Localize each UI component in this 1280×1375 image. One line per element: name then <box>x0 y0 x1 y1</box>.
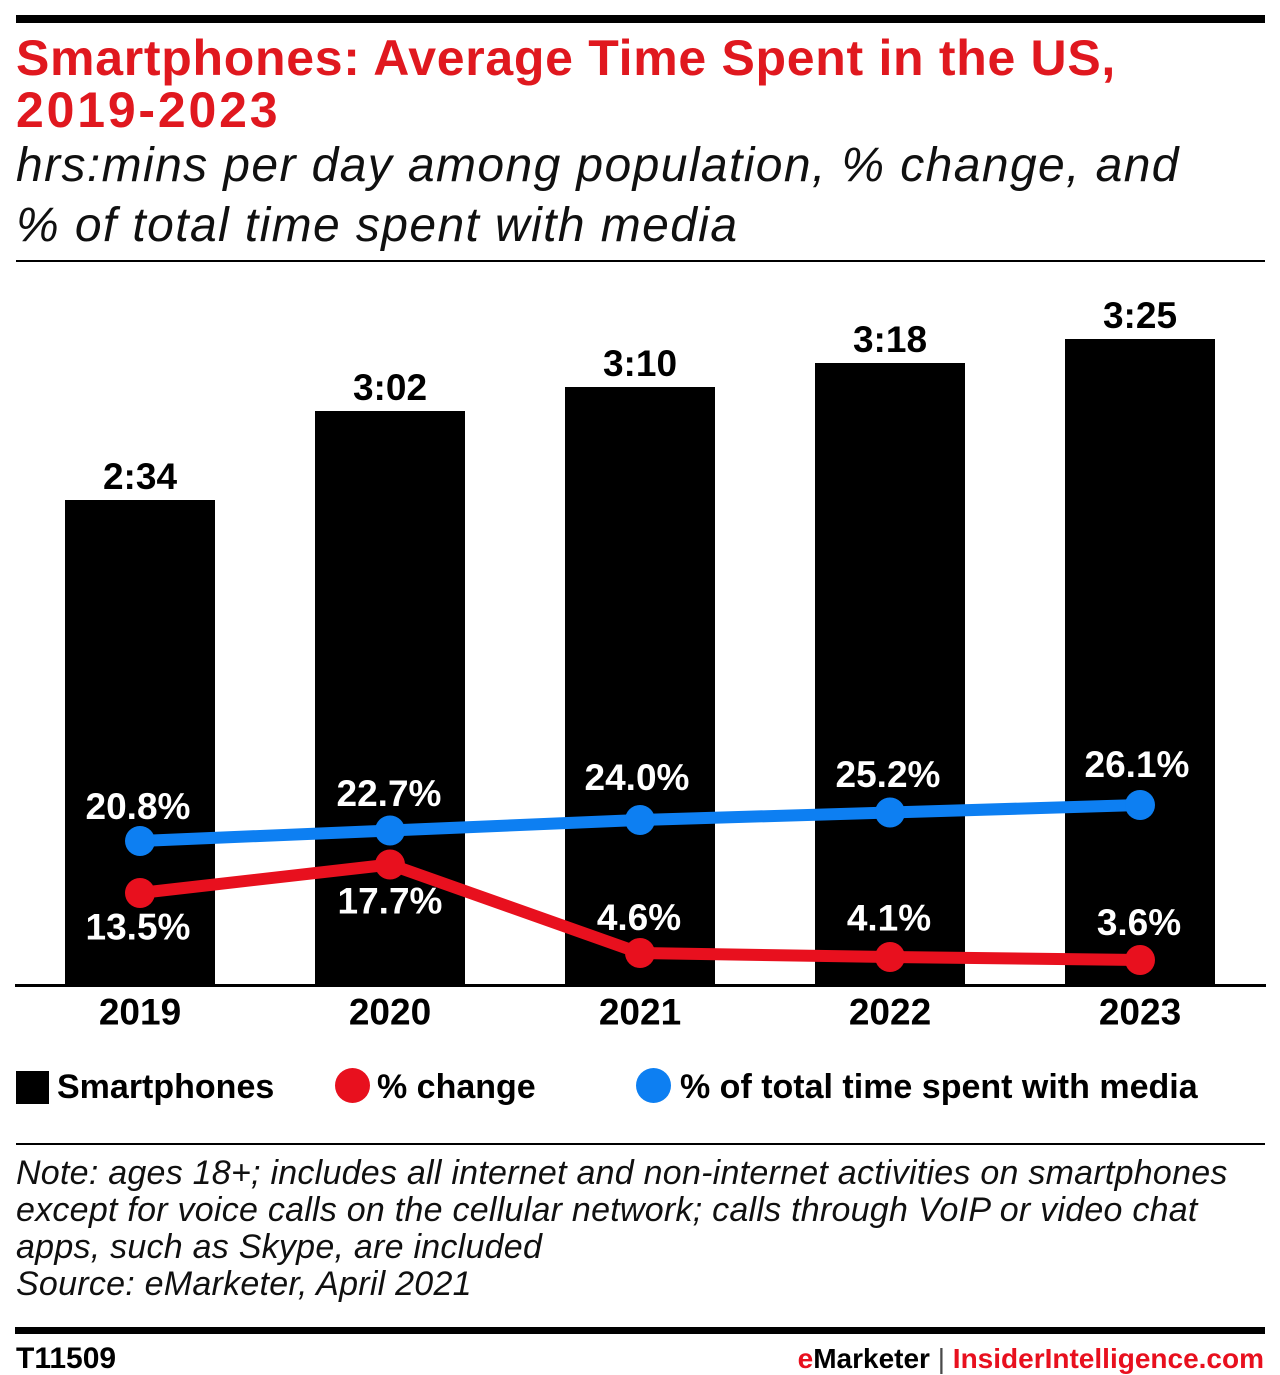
svg-text:4.1%: 4.1% <box>847 898 931 939</box>
svg-text:2023: 2023 <box>1099 992 1181 1033</box>
svg-text:17.7%: 17.7% <box>338 881 443 922</box>
svg-text:2021: 2021 <box>599 992 681 1033</box>
svg-text:13.5%: 13.5% <box>86 907 191 948</box>
svg-text:3:02: 3:02 <box>353 367 427 408</box>
svg-text:22.7%: 22.7% <box>337 773 442 814</box>
svg-text:3:18: 3:18 <box>853 319 927 360</box>
svg-text:25.2%: 25.2% <box>836 754 941 795</box>
svg-text:4.6%: 4.6% <box>597 897 681 938</box>
svg-text:2020: 2020 <box>349 992 431 1033</box>
svg-text:3:10: 3:10 <box>603 343 677 384</box>
svg-text:2022: 2022 <box>849 992 931 1033</box>
svg-text:20.8%: 20.8% <box>86 786 191 827</box>
svg-text:3.6%: 3.6% <box>1097 902 1181 943</box>
svg-text:3:25: 3:25 <box>1103 295 1177 336</box>
svg-text:2:34: 2:34 <box>103 456 177 497</box>
svg-text:26.1%: 26.1% <box>1085 744 1190 785</box>
svg-text:2019: 2019 <box>99 992 181 1033</box>
svg-text:24.0%: 24.0% <box>585 757 690 798</box>
